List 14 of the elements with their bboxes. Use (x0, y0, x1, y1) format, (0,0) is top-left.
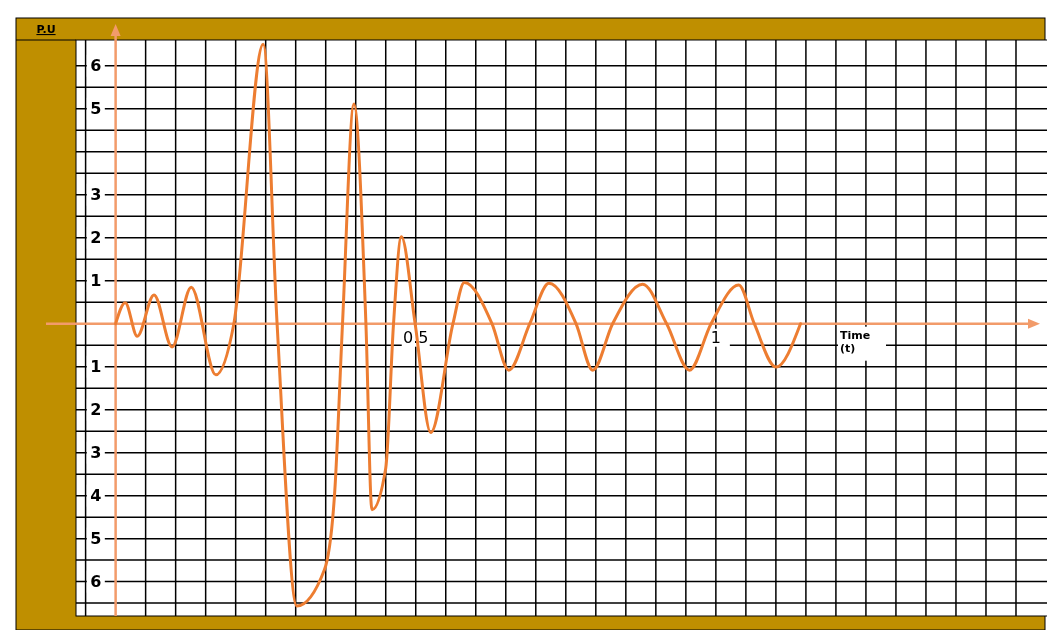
y-tick-label: 3 (90, 185, 102, 205)
y-axis-title: P.U (36, 23, 56, 36)
y-tick-label: 1 (90, 357, 102, 377)
y-tick-label: 1 (90, 271, 102, 291)
y-tick-label: 5 (90, 529, 102, 549)
y-tick-label: 4 (90, 486, 102, 506)
y-tick-label: 3 (90, 443, 102, 463)
y-tick-label: 5 (90, 99, 102, 119)
line-series (114, 42, 802, 608)
y-tick-label: 2 (90, 400, 102, 420)
y-tick-label: 6 (90, 56, 102, 76)
y-tick-label: 6 (90, 572, 102, 592)
y-tick-label: 2 (90, 228, 102, 248)
x-axis-title: Time (t) (840, 328, 871, 355)
